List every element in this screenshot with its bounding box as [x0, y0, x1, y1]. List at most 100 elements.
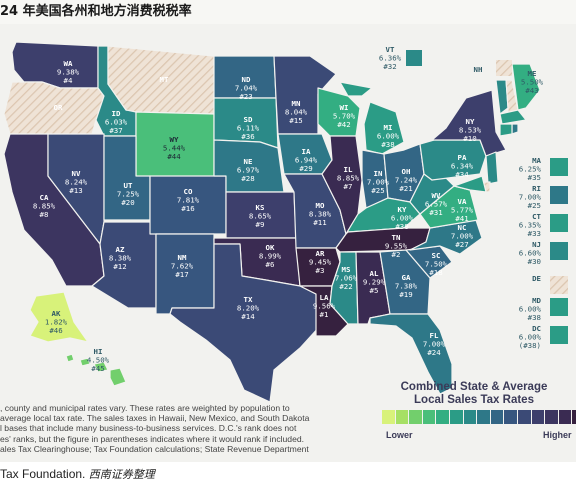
state-md	[453, 175, 487, 193]
state-label-al: AL 9.29% #5	[363, 269, 386, 295]
legend-color-scale	[382, 410, 576, 424]
state-ri	[511, 123, 519, 135]
legend-swatch	[382, 410, 395, 424]
footnote-line: l bases that include many business-to-bu…	[0, 423, 297, 434]
key-label-nj: NJ 6.60% #30	[519, 240, 542, 266]
key-box-md	[550, 298, 568, 316]
state-label-mi: MI 6.00% #38	[377, 123, 400, 149]
state-label-id: ID 6.03% #37	[105, 109, 128, 135]
footnote-line: average local tax rate. The sales taxes …	[0, 413, 310, 424]
key-box-nh	[496, 60, 512, 76]
state-label-sd: SD 6.11% #36	[237, 115, 260, 141]
key-label-md: MD 6.00% #38	[519, 296, 542, 322]
key-box-ri	[550, 186, 568, 204]
state-label-mo: MO 8.38% #11	[309, 201, 332, 227]
source-line: Tax Foundation. 西南证券整理	[0, 465, 576, 483]
state-label-ne: NE 6.97% #28	[237, 157, 260, 183]
legend-swatch	[490, 410, 504, 424]
legend-swatch	[449, 410, 463, 424]
legend-title: Combined State & Average Local Sales Tax…	[374, 381, 574, 407]
key-label-dc: DC 6.00% (#38)	[519, 324, 542, 350]
state-label-nh: NH	[474, 65, 483, 74]
state-label-ga: GA 7.38% #19	[395, 273, 418, 299]
state-tx	[169, 243, 321, 403]
key-box-vt	[406, 50, 422, 66]
legend-swatch	[517, 410, 531, 424]
state-label-fl: FL 7.00% #24	[423, 331, 446, 357]
key-label-ct: CT 6.35% #33	[519, 212, 542, 238]
state-pa	[419, 139, 487, 181]
state-label-ut: UT 7.25% #20	[117, 181, 140, 207]
chart-title: 24 年美国各州和地方消费税税率	[0, 0, 576, 24]
state-label-mt: MT	[160, 75, 169, 84]
key-label-de: DE	[532, 274, 541, 283]
state-label-sc: SC 7.50% #18	[425, 251, 448, 277]
key-box-ct	[550, 214, 568, 232]
state-label-va: VA 5.77% #41	[451, 197, 474, 223]
legend-swatch	[558, 410, 572, 424]
state-label-ks: KS 8.65% #9	[249, 203, 272, 229]
key-label-ma: MA 6.25% #35	[519, 156, 542, 182]
legend-swatch	[463, 410, 477, 424]
key-box-nj	[550, 242, 568, 260]
state-label-ar: AR 9.45% #3	[309, 249, 332, 275]
source-text: Tax Foundation.	[0, 467, 86, 481]
state-nj	[485, 151, 499, 185]
state-label-nc: NC 7.00% #27	[451, 223, 474, 249]
state-label-nd: ND 7.04% #23	[235, 75, 258, 101]
state-ct	[499, 123, 513, 137]
state-label-la: LA 9.56% #1	[313, 293, 336, 319]
state-label-ms: MS 7.06% #22	[335, 265, 358, 291]
legend-swatch	[545, 410, 558, 424]
state-label-az: AZ 8.38% #12	[109, 245, 132, 271]
state-label-ca: CA 8.85% #8	[33, 193, 56, 219]
state-label-oh: OH 7.24% #21	[395, 167, 418, 193]
state-label-wa: WA 9.38% #4	[57, 59, 80, 85]
legend-swatch	[504, 410, 517, 424]
state-label-pa: PA 6.34% #34	[451, 153, 474, 179]
legend-swatch	[531, 410, 545, 424]
legend-swatch	[477, 410, 490, 424]
state-hi	[65, 353, 127, 387]
key-box-dc	[550, 326, 568, 344]
map-area: WA 9.38% #4 OR CA 8.85% #8 ID 6.03% #37 NV 8.24% #13…	[0, 24, 576, 462]
footnote-line: ales Tax Clearinghouse; Tax Foundation c…	[0, 443, 309, 454]
state-label-vt: VT 6.36% #32	[379, 45, 402, 71]
state-ga	[379, 249, 431, 315]
legend-title-line: Local Sales Tax Rates	[414, 394, 534, 406]
state-label-me: ME 5.50% #43	[521, 69, 544, 95]
legend-swatch	[395, 410, 409, 424]
state-me	[511, 63, 541, 111]
source-cn-text: 西南证券整理	[88, 468, 155, 481]
state-label-hi: HI 4.50% #45	[87, 347, 110, 373]
state-ma	[499, 109, 527, 125]
legend-high-label: Higher	[543, 430, 572, 440]
us-map: WA 9.38% #4 OR CA 8.85% #8 ID 6.03% #37 NV 8.24% #13…	[3, 41, 568, 403]
state-label-ky: KY 6.00% #38	[391, 205, 414, 231]
state-label-ak: AK 1.82% #46	[45, 309, 68, 335]
state-label-ny: NY 8.53% #10	[459, 117, 482, 143]
legend-low-label: Lower	[386, 430, 413, 440]
state-label-il: IL 8.85% #7	[337, 165, 360, 191]
state-label-wy: WY 5.44% #44	[163, 135, 186, 161]
state-label-nm: NM 7.62% #17	[171, 253, 194, 279]
legend-swatch	[436, 410, 449, 424]
state-ak	[29, 291, 89, 343]
footnote-line: es' ranks, but the figure in parentheses…	[0, 433, 305, 444]
key-label-ri: RI 7.00% #25	[519, 184, 542, 210]
state-label-ok: OK 8.99% #6	[259, 243, 282, 269]
state-label-in: IN 7.00% #25	[367, 169, 390, 195]
state-wa	[11, 41, 99, 89]
footnotes: , county and municipal rates vary. These…	[0, 403, 370, 454]
state-label-nv: NV 8.24% #13	[65, 169, 88, 195]
legend-title-line: Combined State & Average	[400, 381, 548, 393]
state-label-mn: MN 8.04% #15	[285, 99, 308, 125]
state-label-co: CO 7.81% #16	[177, 187, 200, 213]
legend-swatch	[422, 410, 436, 424]
state-ny	[431, 89, 507, 157]
key-box-ma	[550, 158, 568, 176]
state-label-wv: WV 6.57% #31	[425, 191, 448, 217]
state-label-wi: WI 5.70% #42	[333, 103, 356, 129]
state-label-tx: TX 8.20% #14	[237, 295, 260, 321]
legend-swatch	[572, 410, 576, 424]
